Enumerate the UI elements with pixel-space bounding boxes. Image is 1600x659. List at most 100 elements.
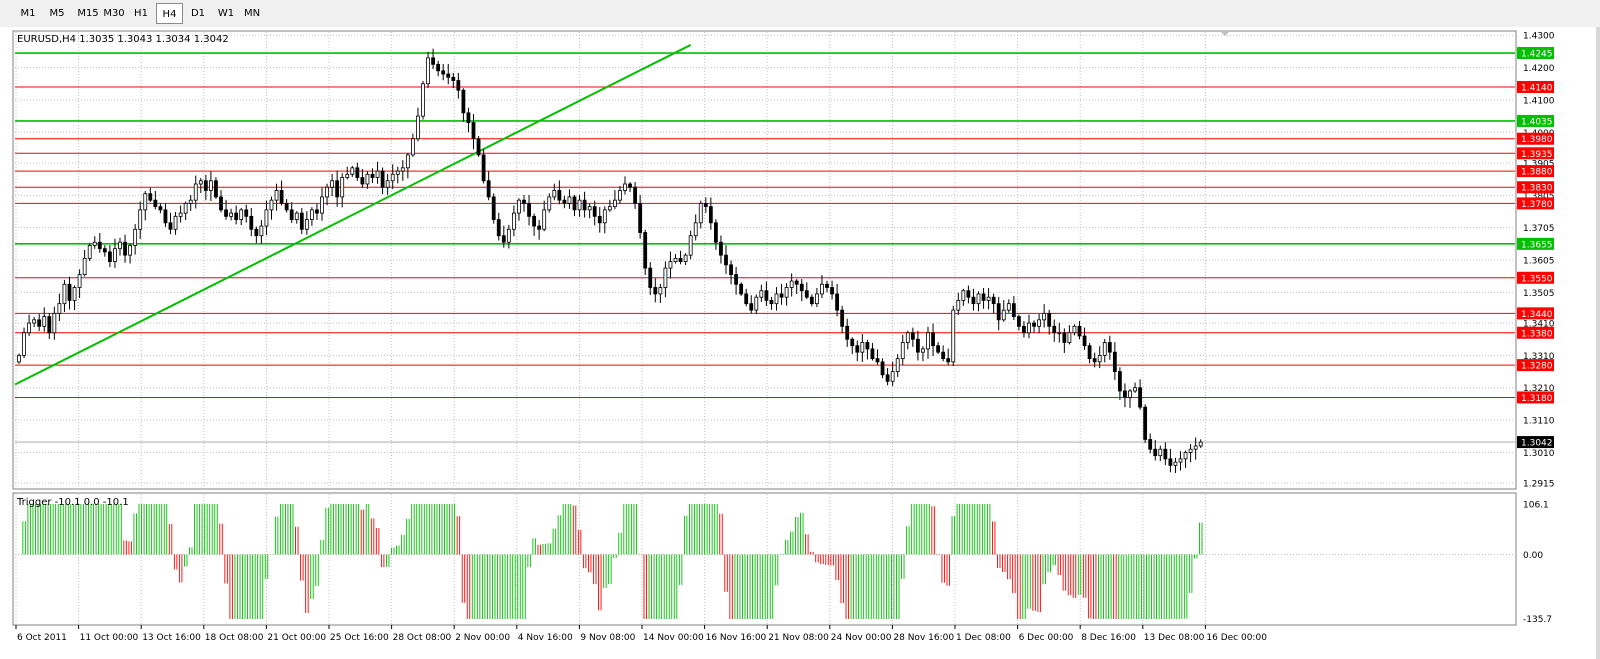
level-label-bg	[1517, 165, 1554, 178]
candle-bear	[835, 293, 839, 311]
level-label-bg	[1517, 307, 1554, 320]
candle-bull	[1037, 319, 1041, 327]
tf-mn-button[interactable]: MN	[243, 8, 261, 19]
candle-bull	[663, 267, 668, 288]
candle-bull	[143, 193, 148, 211]
price-tick-label: 1.3805	[1523, 192, 1555, 202]
candle-bull	[42, 316, 47, 327]
candle-bull	[506, 228, 511, 243]
time-tick-label: 9 Nov 08:00	[580, 633, 635, 643]
candle-bear	[370, 173, 375, 178]
candle-bull	[613, 199, 617, 208]
candle-bull	[320, 196, 324, 214]
candle-bear	[1047, 312, 1052, 327]
candle-bull	[1188, 448, 1193, 453]
candle-bear	[1011, 303, 1016, 317]
candle-bear	[996, 303, 1001, 321]
candles	[17, 48, 1203, 473]
candle-bull	[512, 212, 516, 230]
candle-bull	[683, 254, 688, 263]
level-label-bg	[1517, 197, 1554, 210]
candle-bear	[830, 287, 834, 295]
candle-bear	[315, 209, 319, 214]
candle-bear	[678, 257, 683, 263]
level-label: 1.3980	[1521, 135, 1553, 145]
price-tick-label: 1.4200	[1523, 64, 1555, 74]
candle-bull	[32, 319, 37, 324]
time-tick-label: 21 Oct 00:00	[267, 633, 326, 643]
candle-bear	[1077, 325, 1082, 337]
candle-bear	[1143, 406, 1148, 440]
candle-bear	[638, 203, 643, 233]
candle-bear	[633, 186, 637, 204]
candle-bear	[764, 290, 769, 301]
time-tick-label: 13 Dec 08:00	[1144, 633, 1205, 643]
candle-bull	[1042, 312, 1047, 321]
candle-bear	[123, 241, 127, 256]
candle-bull	[618, 190, 622, 201]
candle-bear	[1138, 387, 1142, 408]
candle-bear	[496, 219, 501, 237]
candle-bear	[527, 203, 531, 217]
tf-w1-button[interactable]: W1	[217, 8, 235, 19]
candle-bear	[431, 57, 436, 65]
price-tick-label: 1.3410	[1523, 320, 1555, 330]
candle-bear	[1112, 351, 1117, 372]
candle-bull	[542, 209, 547, 230]
level-label: 1.3550	[1521, 274, 1553, 284]
level-label-bg	[1517, 132, 1554, 145]
candle-bear	[522, 199, 526, 204]
candle-bear	[234, 212, 239, 220]
price-tick-label: 1.3605	[1523, 257, 1555, 267]
candle-bull	[658, 287, 663, 295]
candle-bear	[108, 251, 112, 263]
candle-bear	[708, 206, 713, 224]
level-label-bg	[1517, 181, 1554, 194]
candle-bear	[299, 212, 304, 230]
candle-bear	[557, 190, 562, 201]
trendline[interactable]	[14, 44, 692, 386]
chart-background	[0, 27, 1600, 659]
indicator-tick-label: 0.00	[1523, 551, 1543, 561]
time-tick-label: 6 Dec 00:00	[1019, 633, 1074, 643]
candle-bull	[395, 170, 400, 175]
candle-bull	[905, 332, 910, 343]
candle-bull	[345, 173, 350, 178]
candle-bull	[193, 183, 198, 201]
tf-h1-button[interactable]: H1	[134, 8, 148, 19]
candle-bull	[17, 355, 21, 363]
candle-bull	[552, 190, 557, 198]
trendline-segment	[14, 44, 692, 386]
candle-bear	[719, 241, 723, 256]
candle-bear	[845, 325, 850, 340]
tf-m1-button[interactable]: M1	[20, 8, 36, 19]
tf-d1-button[interactable]: D1	[190, 8, 206, 19]
candle-bull	[1102, 342, 1107, 356]
candle-bull	[183, 203, 188, 214]
candle-bear	[532, 215, 536, 227]
candle-bull	[577, 199, 582, 211]
tf-h4-button[interactable]: H4	[156, 3, 183, 24]
chart-window[interactable]: 1.43001.42001.41001.40001.39051.38051.37…	[0, 27, 1600, 659]
level-label: 1.4140	[1521, 83, 1553, 93]
time-tick-label: 25 Oct 16:00	[330, 633, 389, 643]
level-label-bg	[1517, 114, 1554, 127]
candle-bull	[1158, 448, 1163, 457]
candle-bear	[466, 112, 471, 123]
candle-bull	[229, 212, 234, 217]
candle-bear	[1032, 322, 1036, 327]
candle-bull	[52, 312, 57, 334]
price-tick-label: 1.3505	[1523, 289, 1555, 299]
candle-bear	[769, 300, 774, 305]
level-label-bg	[1517, 326, 1554, 339]
candle-bull	[1133, 387, 1137, 392]
chart-shift-marker-icon[interactable]	[1221, 32, 1229, 36]
tf-m30-button[interactable]: M30	[103, 8, 125, 19]
candle-bull	[951, 309, 956, 363]
tf-m5-button[interactable]: M5	[49, 8, 65, 19]
candle-bull	[27, 322, 32, 334]
candle-bear	[916, 338, 920, 353]
time-tick-label: 13 Oct 16:00	[142, 633, 201, 643]
tf-m15-button[interactable]: M15	[77, 8, 99, 19]
candle-bear	[809, 296, 814, 305]
